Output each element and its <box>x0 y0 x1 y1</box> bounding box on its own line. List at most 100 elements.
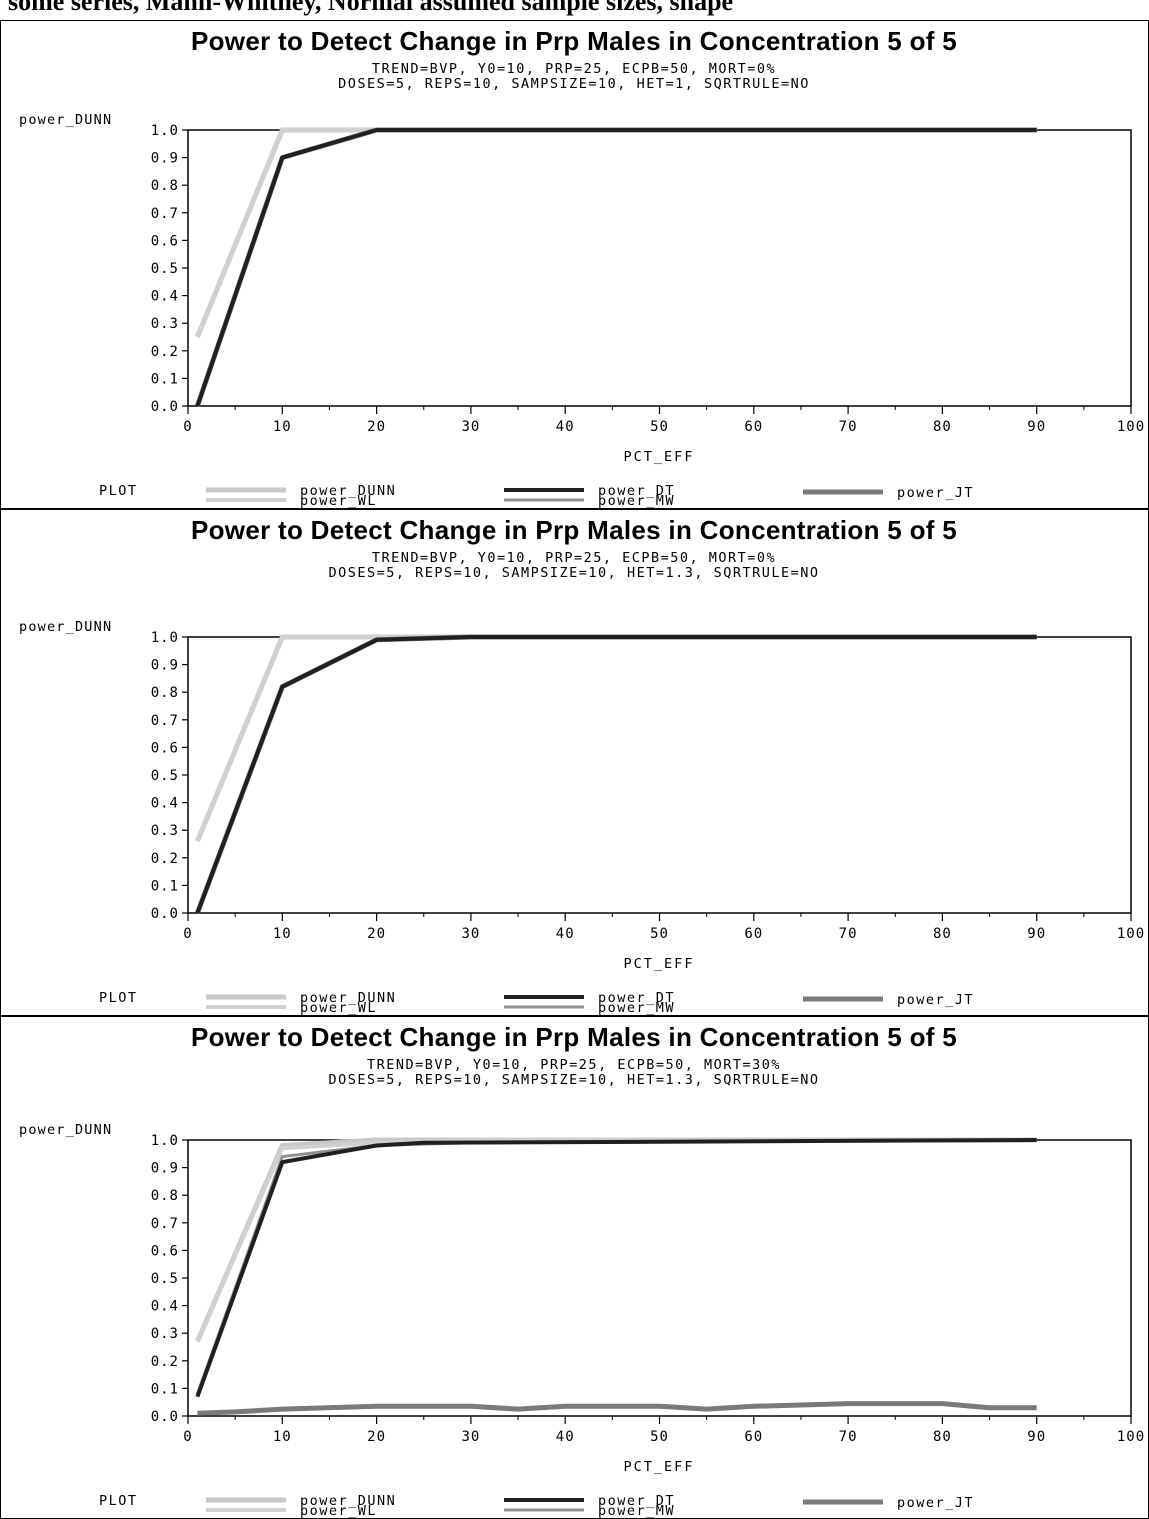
y-tick-label: 0.5 <box>151 768 179 784</box>
series-line-power-dunn <box>195 127 1037 338</box>
chart-3-svg: Power to Detect Change in Prp Males in C… <box>19 1022 1145 1518</box>
legend-label-power-dt: power_DT <box>598 1493 675 1509</box>
series-line-power-jt <box>195 634 1037 914</box>
x-tick-label: 70 <box>839 926 858 942</box>
y-tick-label: 0.8 <box>151 685 179 701</box>
legend-label-power-wl: power_WL <box>300 1503 377 1518</box>
chart-subtitle-1: TREND=BVP, Y0=10, PRP=25, ECPB=50, MORT=… <box>372 550 776 566</box>
top-caption: some series, Mann-Whitney, Normal assume… <box>8 0 734 16</box>
chart-1-svg: Power to Detect Change in Prp Males in C… <box>19 26 1144 508</box>
legend-label-power-mw: power_MW <box>598 493 675 508</box>
x-tick-label: 100 <box>1117 1429 1145 1445</box>
y-tick-label: 0.2 <box>151 1354 179 1370</box>
series-line-power-dt <box>195 128 1037 407</box>
series-line-power-wl <box>195 1138 1037 1343</box>
x-tick-label: 80 <box>933 419 952 435</box>
chart-subtitle-2: DOSES=5, REPS=10, SAMPSIZE=10, HET=1.3, … <box>328 1072 819 1088</box>
y-tick-label: 0.9 <box>151 658 179 674</box>
chart-subtitle-2: DOSES=5, REPS=10, SAMPSIZE=10, HET=1, SQ… <box>338 76 810 92</box>
x-tick-label: 60 <box>744 926 763 942</box>
y-tick-label: 1.0 <box>151 630 179 646</box>
series-line-power-wl <box>195 128 1037 338</box>
legend-label-power-jt: power_JT <box>897 485 974 501</box>
y-tick-label: 0.0 <box>151 906 179 922</box>
x-tick-label: 90 <box>1027 1429 1046 1445</box>
legend-label-power-dt: power_DT <box>598 990 675 1006</box>
y-tick-label: 0.3 <box>151 823 179 839</box>
y-tick-label: 0.7 <box>151 1216 179 1232</box>
x-tick-label: 0 <box>183 926 192 942</box>
y-tick-label: 0.3 <box>151 1326 179 1342</box>
x-tick-label: 40 <box>556 1429 575 1445</box>
x-tick-label: 50 <box>650 419 669 435</box>
series-line-power-mw <box>195 635 1037 914</box>
x-tick-label: 60 <box>744 419 763 435</box>
top-caption-strip: some series, Mann-Whitney, Normal assume… <box>0 0 1149 20</box>
legend-title: PLOT <box>99 483 138 499</box>
legend-label-power-wl: power_WL <box>300 493 377 508</box>
plot-frame <box>187 129 1132 407</box>
x-tick-label: 10 <box>273 419 292 435</box>
chart-2-svg: Power to Detect Change in Prp Males in C… <box>19 515 1145 1015</box>
chart-title: Power to Detect Change in Prp Males in C… <box>191 515 957 545</box>
chart-title: Power to Detect Change in Prp Males in C… <box>191 1022 957 1052</box>
y-axis-label: power_DUNN <box>19 1122 112 1138</box>
x-tick-label: 10 <box>273 1429 292 1445</box>
y-tick-label: 0.5 <box>151 1271 179 1287</box>
y-tick-label: 0.0 <box>151 1409 179 1425</box>
y-tick-label: 0.9 <box>151 1161 179 1177</box>
y-tick-label: 0.0 <box>151 399 179 415</box>
y-tick-label: 0.1 <box>151 1381 179 1397</box>
series-line-power-dt <box>195 1138 1037 1398</box>
chart-panel-1: Power to Detect Change in Prp Males in C… <box>0 20 1149 509</box>
y-tick-label: 0.1 <box>151 371 179 387</box>
x-tick-label: 20 <box>367 1429 386 1445</box>
x-tick-label: 20 <box>367 419 386 435</box>
x-axis-label: PCT_EFF <box>624 449 695 465</box>
x-tick-label: 50 <box>650 926 669 942</box>
y-tick-label: 0.9 <box>151 151 179 167</box>
x-tick-label: 20 <box>367 926 386 942</box>
x-axis-label: PCT_EFF <box>624 1459 695 1475</box>
legend-label-power-dt: power_DT <box>598 483 675 499</box>
x-tick-label: 0 <box>183 1429 192 1445</box>
chart-panel-3: Power to Detect Change in Prp Males in C… <box>0 1016 1149 1519</box>
x-tick-label: 100 <box>1117 926 1145 942</box>
x-tick-label: 30 <box>461 926 480 942</box>
y-tick-label: 1.0 <box>151 123 179 139</box>
x-tick-label: 80 <box>933 1429 952 1445</box>
legend-label-power-wl: power_WL <box>300 1000 377 1015</box>
x-tick-label: 30 <box>461 419 480 435</box>
y-tick-label: 0.1 <box>151 878 179 894</box>
x-axis-label: PCT_EFF <box>624 956 695 972</box>
series-line-power-jt <box>195 127 1037 407</box>
chart-title: Power to Detect Change in Prp Males in C… <box>191 26 957 56</box>
y-axis-label: power_DUNN <box>19 619 112 635</box>
plot-frame <box>187 1139 1132 1417</box>
legend-label-power-mw: power_MW <box>598 1000 675 1015</box>
legend-title: PLOT <box>99 990 138 1006</box>
y-axis-label: power_DUNN <box>19 112 112 128</box>
y-tick-label: 0.4 <box>151 289 179 305</box>
x-tick-label: 60 <box>744 1429 763 1445</box>
legend-label-power-jt: power_JT <box>897 1495 974 1511</box>
y-tick-label: 0.6 <box>151 233 179 249</box>
y-tick-label: 0.2 <box>151 851 179 867</box>
legend-label-power-mw: power_MW <box>598 1503 675 1518</box>
series-line-power-dunn <box>195 1137 1037 1343</box>
chart-subtitle-2: DOSES=5, REPS=10, SAMPSIZE=10, HET=1.3, … <box>328 565 819 581</box>
series-line-power-jt <box>197 1401 1037 1416</box>
x-tick-label: 50 <box>650 1429 669 1445</box>
y-tick-label: 0.3 <box>151 316 179 332</box>
legend-label-power-dunn: power_DUNN <box>300 483 396 499</box>
y-tick-label: 0.5 <box>151 261 179 277</box>
x-tick-label: 90 <box>1027 419 1046 435</box>
x-tick-label: 10 <box>273 926 292 942</box>
y-tick-label: 0.4 <box>151 1299 179 1315</box>
y-tick-label: 0.6 <box>151 740 179 756</box>
y-tick-label: 1.0 <box>151 1133 179 1149</box>
series-line-power-mw <box>195 1138 1037 1395</box>
chart-subtitle-1: TREND=BVP, Y0=10, PRP=25, ECPB=50, MORT=… <box>367 1057 781 1073</box>
x-tick-label: 40 <box>556 926 575 942</box>
x-tick-label: 80 <box>933 926 952 942</box>
